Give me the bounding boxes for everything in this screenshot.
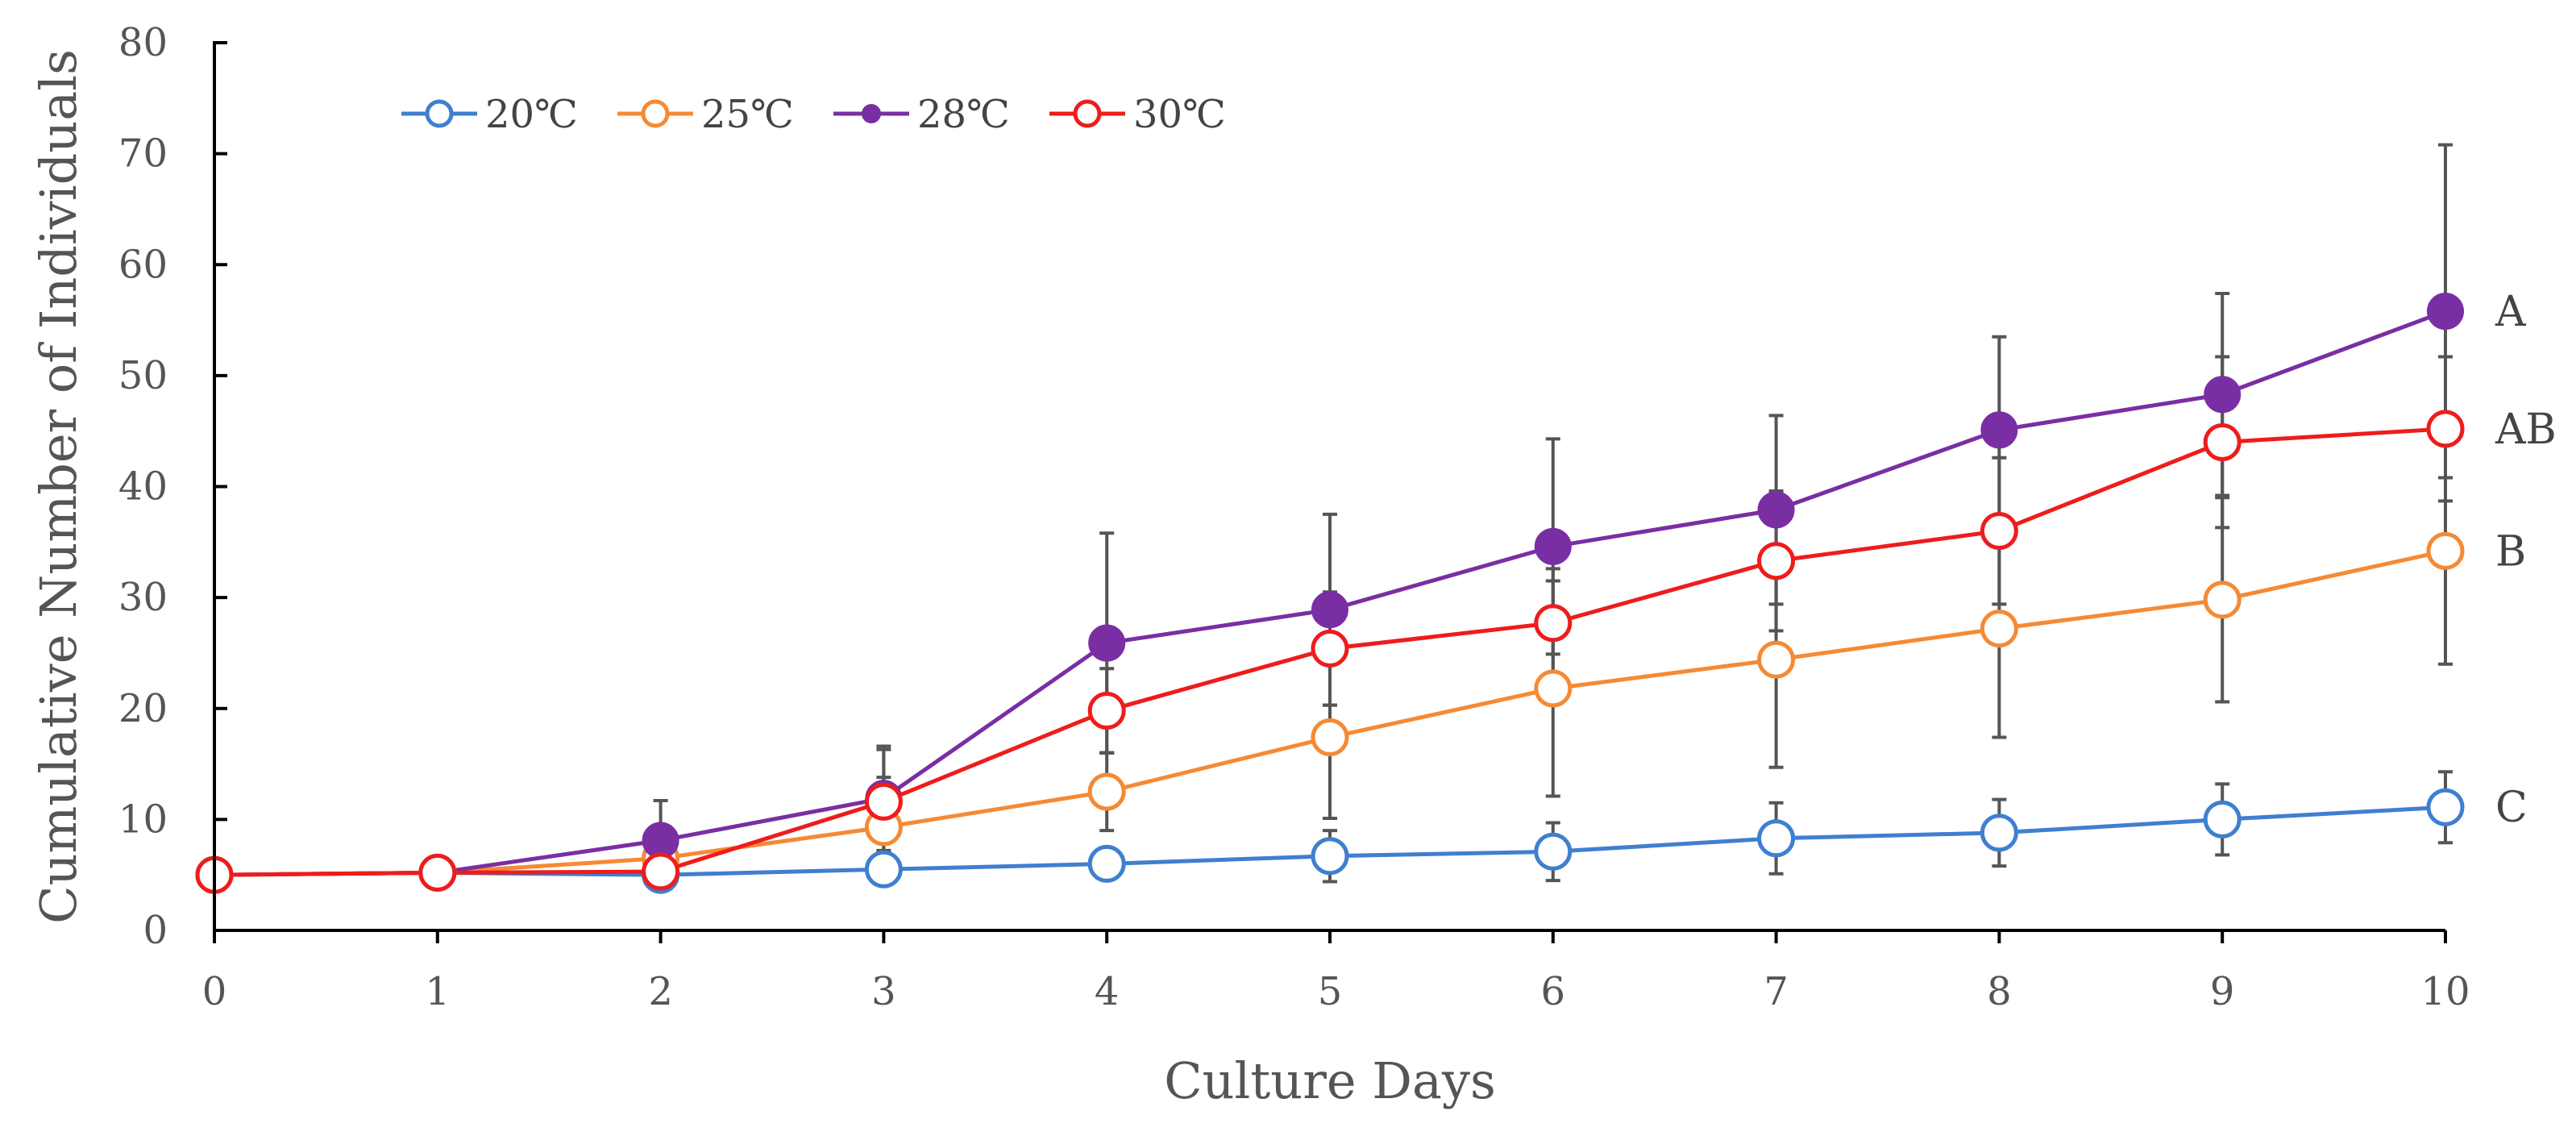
legend-marker <box>641 99 670 128</box>
x-tick-label: 3 <box>871 969 896 1014</box>
data-point <box>1534 527 1572 565</box>
y-tick-label: 70 <box>118 131 168 177</box>
legend-label: 25℃ <box>701 92 794 137</box>
x-tick-label: 8 <box>1987 969 2012 1014</box>
legend-label: 30℃ <box>1133 92 1226 137</box>
data-point <box>2203 800 2242 838</box>
data-point <box>1980 610 2018 648</box>
legend-label: 28℃ <box>917 92 1010 137</box>
legend-label: 20℃ <box>485 92 578 137</box>
data-point <box>1087 772 1126 811</box>
data-point <box>2203 422 2242 461</box>
x-tick-label: 7 <box>1764 969 1789 1014</box>
data-point <box>1757 819 1796 858</box>
data-point <box>1757 491 1795 529</box>
series-markers <box>195 293 2465 894</box>
x-tick-label: 10 <box>2420 969 2470 1014</box>
y-tick-label: 40 <box>118 464 168 510</box>
data-point <box>1534 604 1573 643</box>
data-point <box>1311 718 1349 757</box>
data-point <box>2426 531 2465 570</box>
data-point <box>1534 832 1573 871</box>
x-tick-label: 5 <box>1318 969 1343 1014</box>
data-point <box>2427 293 2464 331</box>
axes: 0 10 20 30 40 50 60 70 80 0 1 2 3 4 5 6 7 8 9 10 <box>118 20 2470 1014</box>
data-point <box>1311 629 1349 668</box>
data-point <box>2426 410 2465 448</box>
data-point <box>2204 376 2242 414</box>
y-tick-label: 0 <box>143 908 168 953</box>
group-letters: C B A AB <box>2495 288 2557 832</box>
data-point <box>1087 692 1126 730</box>
group-letter-B: B <box>2495 527 2526 576</box>
data-point <box>1980 411 2018 449</box>
data-point <box>418 853 457 892</box>
group-letter-AB: AB <box>2495 406 2557 454</box>
legend: 20℃ 25℃ 28℃ 30℃ <box>401 92 1226 137</box>
y-tick-label: 10 <box>118 797 168 842</box>
data-point <box>1311 837 1349 876</box>
x-tick-label: 0 <box>202 969 227 1014</box>
data-point <box>1087 844 1126 883</box>
x-tick-label: 2 <box>648 969 673 1014</box>
data-point <box>1757 542 1796 580</box>
y-tick-label: 60 <box>118 242 168 287</box>
y-tick-label: 30 <box>118 575 168 620</box>
legend-marker <box>1073 99 1102 128</box>
legend-marker <box>862 104 881 123</box>
x-axis-title: Culture Days <box>1164 1051 1496 1110</box>
group-letter-A: A <box>2495 288 2527 336</box>
y-tick-label: 80 <box>118 20 168 65</box>
data-point <box>864 850 903 888</box>
data-point <box>1980 512 2018 551</box>
group-letter-C: C <box>2495 784 2528 832</box>
data-point <box>642 852 680 891</box>
data-point <box>864 782 903 821</box>
legend-marker <box>425 99 454 128</box>
data-point <box>2203 580 2242 619</box>
data-point <box>1980 814 2018 852</box>
data-point <box>1534 669 1573 708</box>
x-tick-label: 9 <box>2210 969 2235 1014</box>
y-axis-title: Cumulative Number of Individuals <box>29 49 88 924</box>
data-point <box>1088 624 1126 662</box>
x-tick-label: 1 <box>426 969 451 1014</box>
x-tick-label: 6 <box>1541 969 1566 1014</box>
y-tick-label: 50 <box>118 353 168 398</box>
data-point <box>2426 788 2465 826</box>
data-point <box>1311 591 1348 629</box>
x-tick-label: 4 <box>1095 969 1120 1014</box>
y-tick-label: 20 <box>118 686 168 731</box>
data-point <box>1757 640 1796 679</box>
